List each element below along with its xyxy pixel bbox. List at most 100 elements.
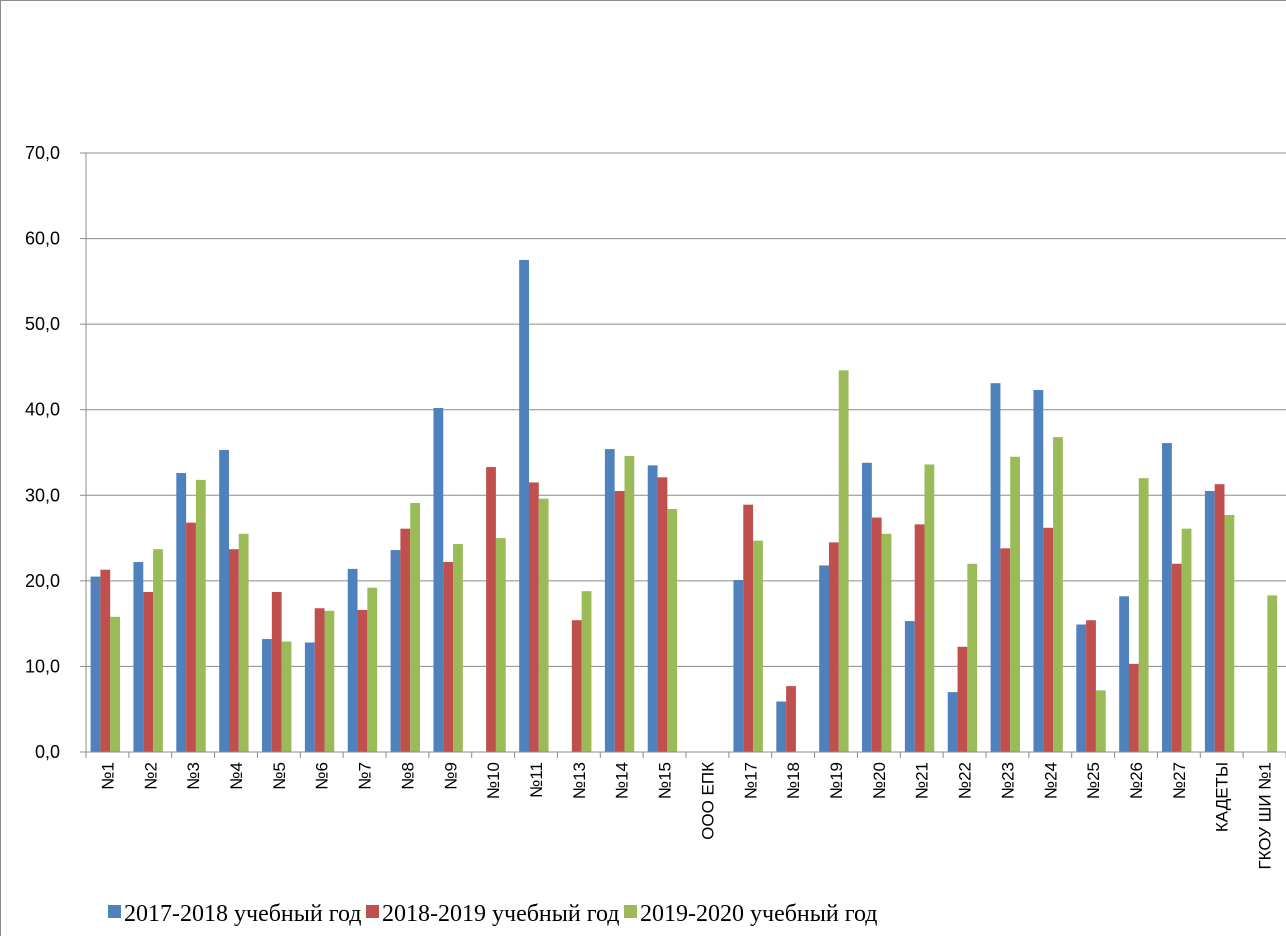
bar-series-3: [195, 479, 206, 752]
bar-series-1: [390, 550, 401, 752]
x-tick-label: №9: [441, 762, 460, 790]
bar-series-2: [614, 491, 625, 752]
x-tick-label: №15: [656, 762, 675, 799]
x-tick-label: №2: [141, 762, 160, 790]
bar-series-1: [219, 449, 229, 752]
bar-series-2: [957, 646, 968, 752]
bar-series-1: [733, 580, 744, 752]
bar-series-1: [604, 449, 615, 752]
bar-series-1: [1204, 491, 1215, 752]
x-tick-label: №3: [184, 762, 203, 790]
x-tick-label: №26: [1127, 762, 1146, 799]
bar-series-2: [528, 482, 539, 752]
y-axis-tick-labels: 0,0 10,0 20,0 30,0 40,0 50,0 60,0 70,0: [25, 143, 60, 762]
bar-series-1: [133, 562, 144, 752]
bar-series-3: [281, 641, 292, 752]
bar-series-3: [410, 502, 420, 752]
x-tick-label: №4: [227, 762, 246, 790]
bar-series-3: [367, 587, 378, 752]
bar-series-1: [1119, 596, 1129, 752]
x-tick-label: №18: [784, 762, 803, 799]
bar-series-1: [347, 568, 358, 752]
bar-series-3: [1224, 514, 1235, 752]
x-tick-label: №11: [527, 762, 546, 798]
y-tick-label: 60,0: [25, 229, 60, 249]
x-tick-label: №19: [827, 762, 846, 799]
bar-series-1: [947, 692, 958, 752]
y-tick-label: 10,0: [25, 656, 60, 676]
x-tick-label: №5: [270, 762, 289, 790]
bar-series-2: [1086, 620, 1096, 752]
x-tick-label: №8: [398, 762, 417, 790]
bars: [90, 259, 1278, 752]
bar-series-1: [1033, 390, 1044, 752]
bar-series-1: [1076, 624, 1087, 752]
bar-series-1: [176, 473, 187, 752]
x-tick-label: №27: [1170, 762, 1189, 799]
bar-series-3: [667, 508, 678, 752]
y-tick-label: 30,0: [25, 485, 60, 505]
bar-series-2: [1128, 663, 1139, 752]
gridlines: [86, 152, 1286, 667]
y-tick-label: 40,0: [25, 400, 60, 420]
bar-series-2: [914, 524, 925, 752]
y-tick-label: 50,0: [25, 314, 60, 334]
legend-label-2: 2018-2019 учебный год: [382, 901, 620, 927]
x-tick-label: №7: [356, 762, 375, 790]
bar-series-3: [110, 616, 120, 752]
x-tick-label: №23: [998, 762, 1017, 799]
bar-series-2: [100, 569, 111, 752]
bar-series-1: [990, 383, 1001, 752]
bar-series-3: [453, 544, 463, 752]
bar-series-3: [153, 549, 163, 752]
legend-swatch-1: [108, 905, 121, 918]
x-tick-label: №17: [741, 762, 760, 799]
bar-series-2: [828, 542, 839, 752]
bar-series-2: [1214, 484, 1225, 752]
legend-label-3: 2019-2020 учебный год: [640, 901, 878, 927]
bar-series-3: [1181, 528, 1192, 752]
bar-series-2: [657, 477, 668, 752]
bar-series-3: [624, 455, 635, 752]
bar-series-2: [571, 620, 582, 752]
bar-series-2: [743, 504, 754, 752]
bar-series-1: [433, 408, 444, 752]
bar-series-2: [314, 608, 325, 752]
bar-series-2: [443, 562, 454, 752]
bar-series-2: [228, 549, 239, 752]
bar-series-3: [838, 370, 849, 752]
x-tick-label: №14: [613, 762, 632, 799]
bar-series-3: [238, 533, 249, 752]
bar-series-2: [400, 528, 411, 752]
bar-series-2: [786, 686, 796, 752]
bar-series-1: [862, 462, 872, 752]
bar-series-1: [776, 701, 787, 752]
x-tick-label: №1: [98, 762, 117, 790]
bar-series-1: [262, 639, 272, 752]
bar-series-3: [324, 610, 335, 752]
legend-swatch-3: [624, 905, 637, 918]
bar-series-2: [1000, 548, 1011, 752]
legend-swatch-2: [366, 905, 379, 918]
bar-series-1: [519, 259, 529, 752]
bar-series-2: [271, 591, 282, 752]
axes: [80, 152, 1286, 758]
x-tick-label: №25: [1084, 762, 1103, 799]
legend-label-1: 2017-2018 учебный год: [124, 901, 362, 927]
y-tick-label: 70,0: [25, 143, 60, 163]
x-tick-label: №24: [1041, 762, 1060, 799]
x-tick-label: №6: [313, 762, 332, 790]
bar-series-2: [1043, 527, 1054, 752]
bar-series-3: [967, 563, 978, 752]
bar-series-3: [1095, 690, 1106, 752]
bar-series-3: [1010, 456, 1020, 752]
bar-series-2: [871, 517, 882, 752]
x-tick-label: ООО ЕПК: [698, 762, 717, 840]
x-tick-label: №13: [570, 762, 589, 799]
bar-series-3: [1267, 595, 1278, 752]
bar-series-3: [1053, 437, 1063, 752]
x-tick-label: №20: [870, 762, 889, 799]
bar-series-1: [90, 576, 101, 752]
x-axis-tick-labels: №1 №2 №3 №4 №5 №6 №7 №8 №9 №10 №11 №13 №14 №15 ООО ЕПК…: [98, 762, 1274, 870]
